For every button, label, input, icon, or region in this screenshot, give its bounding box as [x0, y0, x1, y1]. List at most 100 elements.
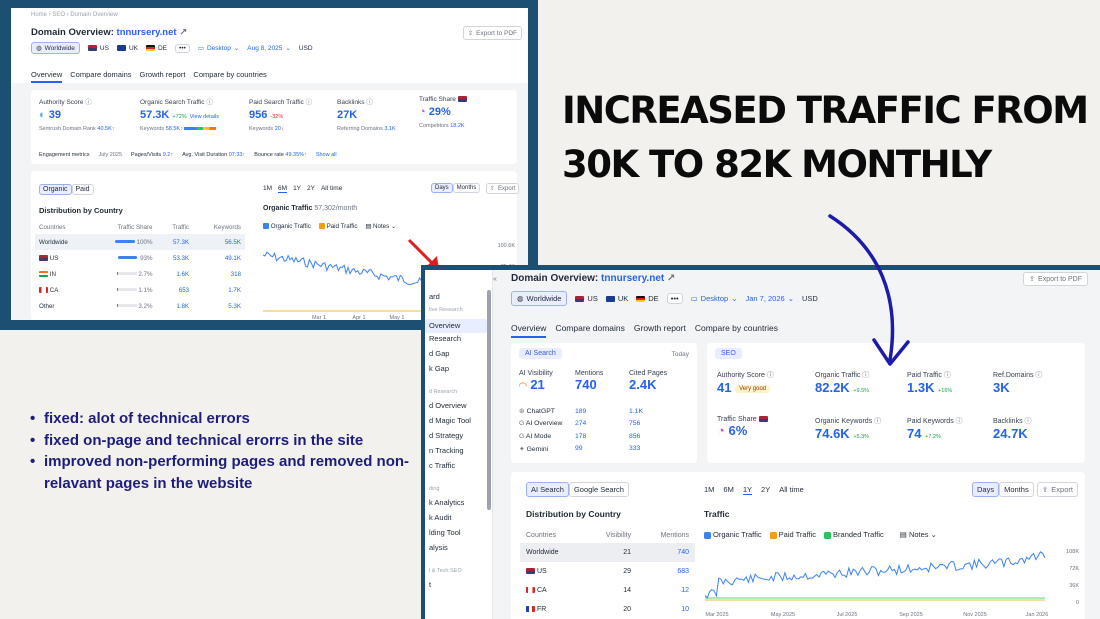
sidebar-item[interactable]: n Tracking	[429, 446, 464, 455]
info-icon[interactable]: ⓘ	[206, 99, 213, 106]
table-row[interactable]: US 93% 53.3K 49.1K	[35, 250, 245, 266]
info-icon[interactable]: ⓘ	[862, 372, 870, 379]
flag-us-button[interactable]: US	[87, 45, 109, 52]
table-row[interactable]: CA 14 12	[520, 581, 695, 600]
range-all-time[interactable]: All time	[320, 185, 343, 192]
sidebar-item[interactable]: c Traffic	[429, 461, 456, 470]
domain-link[interactable]: tnnursery.net	[116, 27, 177, 38]
range-1m[interactable]: 1M	[263, 185, 273, 192]
notes-button[interactable]: ▤ Notes ⌄	[899, 530, 937, 539]
range-1y[interactable]: 1Y	[293, 185, 302, 192]
legend-paid-traffic[interactable]: Paid Traffic	[318, 223, 357, 230]
more-databases-button[interactable]: •••	[666, 293, 683, 304]
table-row[interactable]: FR 20 10	[520, 600, 695, 619]
sidebar-item[interactable]: d Overview	[429, 401, 467, 410]
info-icon[interactable]: ⓘ	[943, 372, 951, 379]
device-select[interactable]: ▭ Desktop ⌄	[197, 44, 240, 53]
sidebar-item[interactable]: d Magic Tool	[429, 416, 471, 425]
legend-organic-traffic[interactable]: Organic Traffic	[704, 530, 762, 539]
headline-line-2: 30K TO 82K MONTHLY	[562, 143, 992, 186]
range-1m[interactable]: 1M	[704, 485, 715, 494]
table-row[interactable]: Worldwide 100% 57.3K 56.5K	[35, 234, 245, 250]
more-databases-button[interactable]: •••	[175, 43, 190, 53]
tab-compare-by-countries[interactable]: Compare by countries	[694, 323, 779, 333]
info-icon[interactable]: ⓘ	[1035, 372, 1043, 379]
sidebar-item[interactable]: Research	[429, 334, 462, 343]
legend-paid-traffic[interactable]: Paid Traffic	[769, 530, 816, 539]
sidebar-item[interactable]: k Gap	[429, 364, 450, 373]
sidebar-item[interactable]: alysis	[429, 543, 448, 552]
ai-search-toggle[interactable]: AI Search	[526, 482, 569, 497]
export-pdf-button[interactable]: ⇪ Export to PDF	[1023, 272, 1088, 286]
x-axis-tick-label: Jan 2026	[1026, 612, 1049, 618]
sidebar-item[interactable]: Overview	[425, 319, 487, 333]
tab-growth-report[interactable]: Growth report	[139, 70, 186, 79]
domain-link[interactable]: tnnursery.net	[601, 273, 665, 284]
device-select[interactable]: ▭ Desktop ⌄	[690, 294, 738, 303]
before-screenshot: Home › SEO › Domain Overview Domain Over…	[11, 8, 528, 320]
flag-uk-button[interactable]: UK	[116, 45, 138, 52]
sidebar-scrollbar[interactable]	[487, 290, 491, 510]
range-2y[interactable]: 2Y	[761, 485, 771, 494]
page-title: Domain Overview: tnnursery.net ↗	[511, 273, 676, 284]
info-icon[interactable]: ⓘ	[766, 372, 774, 379]
sidebar-item[interactable]: t	[429, 580, 432, 589]
legend-organic-traffic[interactable]: Organic Traffic	[263, 223, 311, 230]
sidebar-item[interactable]: d Gap	[429, 349, 450, 358]
flag-de-button[interactable]: DE	[636, 294, 659, 303]
sidebar-item[interactable]: lding Tool	[429, 528, 461, 537]
view-details-link[interactable]: View details	[189, 114, 219, 120]
tab-compare-by-countries[interactable]: Compare by countries	[193, 70, 267, 79]
export-button[interactable]: ⇪ Export	[486, 183, 520, 194]
info-icon[interactable]: ⓘ	[366, 99, 373, 106]
legend-branded-traffic[interactable]: Branded Traffic	[824, 530, 884, 539]
flag-us-button[interactable]: US	[575, 294, 598, 303]
table-row[interactable]: US 29 683	[520, 562, 695, 581]
days-toggle[interactable]: Days	[972, 482, 1000, 497]
database-worldwide-button[interactable]: ◍ Worldwide	[31, 42, 80, 54]
sidebar-item[interactable]: k Analytics	[429, 498, 465, 507]
notes-button[interactable]: ▤ Notes ⌄	[365, 223, 397, 230]
table-row[interactable]: IN 2.7% 1.6K 318	[35, 266, 245, 282]
range-2y[interactable]: 2Y	[307, 185, 315, 192]
flag-uk-button[interactable]: UK	[605, 294, 628, 303]
range-6m[interactable]: 6M	[723, 485, 734, 494]
flag-de-button[interactable]: DE	[145, 45, 167, 52]
organic-toggle[interactable]: Organic	[39, 184, 72, 195]
tab-growth-report[interactable]: Growth report	[633, 323, 686, 333]
months-toggle[interactable]: Months	[452, 183, 481, 193]
export-pdf-button[interactable]: ⇪ Export to PDF	[462, 26, 522, 40]
range-6m[interactable]: 6M	[278, 185, 288, 193]
show-all-link[interactable]: Show all	[315, 152, 337, 158]
date-select[interactable]: Aug 8, 2025 ⌄	[247, 44, 291, 53]
tab-compare-domains[interactable]: Compare domains	[70, 70, 132, 79]
notes-icon: ▤	[365, 223, 372, 230]
range-all-time[interactable]: All time	[779, 485, 804, 494]
external-link-icon[interactable]: ↗	[667, 273, 676, 284]
tab-overview[interactable]: Overview	[31, 70, 63, 83]
range-1y[interactable]: 1Y	[742, 485, 753, 495]
months-toggle[interactable]: Months	[999, 482, 1034, 497]
info-icon[interactable]: ⓘ	[874, 418, 882, 425]
tab-overview[interactable]: Overview	[511, 323, 547, 338]
info-icon[interactable]: ⓘ	[1024, 418, 1032, 425]
days-toggle[interactable]: Days	[431, 183, 453, 193]
info-icon[interactable]: ⓘ	[85, 99, 92, 106]
tab-compare-domains[interactable]: Compare domains	[555, 323, 625, 333]
export-button[interactable]: ⇪ Export	[1037, 482, 1078, 497]
google-search-toggle[interactable]: Google Search	[568, 482, 629, 497]
date-select[interactable]: Jan 7, 2026 ⌄	[745, 294, 794, 303]
external-link-icon[interactable]: ↗	[179, 27, 188, 38]
database-worldwide-button[interactable]: ◍ Worldwide	[511, 291, 568, 306]
sidebar-item[interactable]: d Strategy	[429, 431, 464, 440]
table-row[interactable]: Worldwide 21 740	[520, 543, 695, 562]
table-row[interactable]: CA 1.1% 653 1.7K	[35, 282, 245, 298]
info-icon[interactable]: ⓘ	[305, 99, 313, 106]
sidebar-item[interactable]: ard	[429, 292, 440, 301]
breadcrumb[interactable]: Home › SEO › Domain Overview	[31, 12, 118, 18]
info-icon[interactable]: ⓘ	[955, 418, 963, 425]
sidebar-item[interactable]: k Audit	[429, 513, 452, 522]
collapse-icon[interactable]: «	[493, 276, 497, 283]
table-row[interactable]: Other 3.2% 1.8K 5.3K	[39, 302, 241, 310]
paid-toggle[interactable]: Paid	[71, 184, 94, 195]
